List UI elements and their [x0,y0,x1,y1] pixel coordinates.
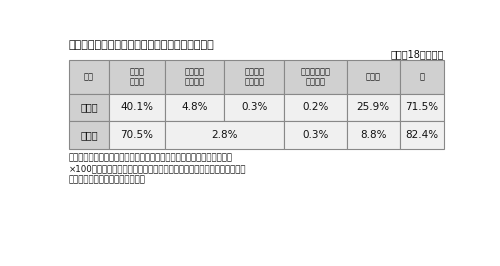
Bar [165,60,224,94]
Text: 公　共
下水道: 公 共 下水道 [130,67,144,86]
Bar [400,60,444,94]
Bar [347,121,400,149]
Bar [400,94,444,121]
Bar [109,60,165,94]
Text: 区域: 区域 [84,72,94,81]
Bar [347,60,400,94]
Text: （平成18年度末）: （平成18年度末） [390,49,444,59]
Text: 計は四捨五入の関係で合わない。: 計は四捨五入の関係で合わない。 [68,175,146,184]
Text: 82.4%: 82.4% [405,130,438,140]
Text: コミュニティ
プラント: コミュニティ プラント [300,67,330,86]
Text: 0.3%: 0.3% [302,130,328,140]
Bar [165,94,224,121]
Text: 漁業集落
排水施設: 漁業集落 排水施設 [244,67,264,86]
Bar [400,121,444,149]
Bar [68,60,109,94]
Text: ×100（％）。全国の整備率は国の公表データを基に三重県が算出。率の: ×100（％）。全国の整備率は国の公表データを基に三重県が算出。率の [68,164,246,173]
Text: 0.2%: 0.2% [302,102,328,112]
Text: 70.5%: 70.5% [120,130,154,140]
Text: 0.3%: 0.3% [241,102,268,112]
Bar [68,94,109,121]
Bar [347,94,400,121]
Bar [224,60,284,94]
Text: 表１－４－２　生活排水処理施設の整備率の状況: 表１－４－２ 生活排水処理施設の整備率の状況 [68,40,214,50]
Text: 71.5%: 71.5% [405,102,438,112]
Text: 農業集落
排水施設: 農業集落 排水施設 [184,67,204,86]
Bar [284,94,347,121]
Bar [68,121,109,149]
Text: 4.8%: 4.8% [182,102,208,112]
Bar [109,94,165,121]
Text: 40.1%: 40.1% [120,102,154,112]
Text: 浄化槽: 浄化槽 [366,72,381,81]
Bar [284,121,347,149]
Text: 8.8%: 8.8% [360,130,386,140]
Text: 25.9%: 25.9% [356,102,390,112]
Text: 2.8%: 2.8% [211,130,238,140]
Bar [109,121,165,149]
Text: 計: 計 [419,72,424,81]
Text: 注）生活排水処理施設の整備率：処理可能居住人口／住民基本台帳人口: 注）生活排水処理施設の整備率：処理可能居住人口／住民基本台帳人口 [68,153,232,163]
Text: 全　国: 全 国 [80,130,98,140]
Text: 三重県: 三重県 [80,102,98,112]
Bar [165,121,284,149]
Bar [224,94,284,121]
Bar [284,60,347,94]
